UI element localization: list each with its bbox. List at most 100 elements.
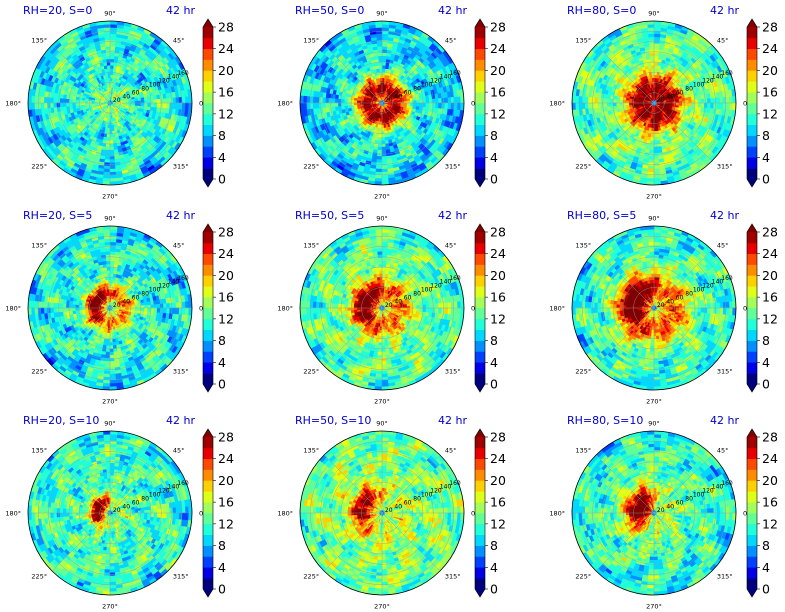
contour-cell [376, 42, 383, 47]
contour-cell [321, 102, 326, 109]
angle-tick-label: 90° [376, 10, 388, 18]
contour-cell [134, 102, 139, 106]
contour-cell [653, 64, 658, 69]
contour-cell [653, 143, 659, 148]
contour-cell [381, 67, 386, 72]
contour-cell [422, 98, 427, 104]
colorbar-tick-label: 8 [490, 128, 498, 143]
contour-cell [666, 102, 671, 105]
contour-cell [153, 102, 158, 108]
contour-cell [694, 98, 699, 104]
contour-cell [431, 102, 436, 108]
contour-cell [409, 102, 414, 107]
contour-cell [107, 124, 111, 129]
contour-cell [109, 45, 116, 50]
contour-cell [622, 99, 627, 104]
angle-tick-label: 90° [104, 10, 116, 18]
contour-cell [419, 102, 424, 107]
contour-cell [71, 99, 76, 104]
contour-cell [397, 102, 402, 105]
contour-cell [653, 58, 659, 63]
contour-cell [379, 127, 383, 132]
contour-cell [324, 97, 329, 104]
angle-tick-label: 180° [277, 100, 293, 108]
contour-cell [109, 152, 115, 157]
contour-cell [438, 97, 443, 104]
contour-cell [74, 99, 79, 104]
contour-cell [166, 97, 171, 104]
radius-tick-label: 120 [158, 78, 170, 85]
contour-cell [109, 71, 114, 76]
contour-cell [406, 102, 411, 106]
contour-cell [381, 74, 385, 79]
contour-cell [109, 143, 115, 148]
colorbar-segment [203, 124, 213, 136]
contour-cell [612, 99, 617, 104]
contour-cell [109, 156, 116, 161]
contour-cell [49, 102, 54, 109]
contour-cell [685, 102, 690, 107]
panel-time-label: 42 hr [438, 4, 467, 17]
colorbar-segment [475, 37, 485, 50]
radius-tick-label: 60 [132, 89, 140, 96]
contour-cell [669, 102, 674, 105]
colorbar-extend-min [475, 179, 485, 187]
contour-cell [131, 102, 136, 106]
contour-cell [650, 61, 655, 66]
contour-cell [376, 156, 383, 161]
contour-cell [649, 58, 655, 63]
contour-cell [163, 97, 168, 104]
contour-cell [109, 140, 114, 145]
contour-cell [337, 102, 342, 108]
contour-cell [104, 159, 111, 164]
contour-cell [343, 99, 348, 104]
contour-cell [350, 99, 355, 104]
contour-cell [618, 99, 623, 104]
colorbar-segment [475, 157, 485, 169]
contour-cell [377, 58, 383, 63]
colorbar-segment [475, 168, 485, 180]
angle-tick-label: 45° [445, 37, 457, 45]
angle-tick-label: 180° [5, 100, 21, 108]
contour-cell [188, 102, 192, 111]
colorbar-segment [475, 135, 485, 147]
colorbar-tick-label: 24 [490, 41, 506, 56]
angle-tick-label: 225° [303, 162, 319, 170]
radius-tick-label: 160 [449, 70, 461, 77]
contour-cell [150, 102, 155, 108]
radius-tick-label: 60 [404, 89, 412, 96]
contour-cell [435, 97, 440, 104]
contour-cell [109, 58, 115, 63]
radius-tick-label: 40 [394, 93, 402, 100]
contour-cell [649, 52, 655, 57]
colorbar-extend-max [475, 19, 485, 27]
contour-cell [109, 149, 115, 154]
colorbar-segment [203, 146, 213, 158]
contour-cell [381, 71, 386, 76]
contour-cell [403, 102, 408, 106]
contour-cell [78, 99, 83, 104]
contour-cell [653, 67, 658, 72]
contour-cell [678, 102, 683, 106]
contour-cell [377, 143, 383, 148]
angle-tick-label: 135° [303, 37, 319, 45]
contour-cell [625, 100, 630, 104]
contour-cell [378, 137, 383, 142]
contour-cell [147, 102, 152, 107]
contour-cell [649, 146, 655, 151]
contour-cell [105, 152, 111, 157]
contour-cell [609, 98, 614, 104]
contour-cell [653, 77, 657, 82]
contour-cell [381, 61, 386, 66]
contour-cell [62, 98, 67, 104]
contour-cell [378, 130, 383, 135]
contour-cell [346, 99, 351, 104]
contour-cell [340, 99, 345, 104]
contour-cell [606, 98, 611, 104]
colorbar-segment [475, 124, 485, 136]
angle-tick-label: 315° [173, 162, 189, 170]
contour-cell [337, 98, 342, 104]
panel-rh20-s0: 90°45°0°315°270°225°180°135°204060801001… [5, 4, 234, 201]
contour-field [28, 21, 192, 185]
contour-cell [379, 124, 383, 129]
